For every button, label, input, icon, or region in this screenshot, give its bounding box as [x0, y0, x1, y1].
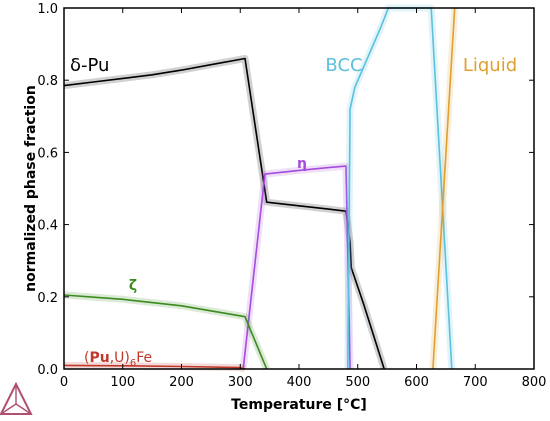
y-tick-label: 0.6	[37, 146, 58, 161]
logo-spoke	[15, 403, 32, 415]
x-tick-label: 500	[345, 375, 370, 390]
x-tick-label: 800	[522, 375, 547, 390]
x-axis-title: Temperature [°C]	[231, 397, 367, 413]
series-label-part: ,U)	[110, 350, 130, 366]
series-label: δ-Pu	[70, 55, 109, 76]
series-line-series	[63, 294, 268, 370]
y-tick-label: 1.0	[37, 2, 58, 17]
series-label-pu-u-6-fe: (Pu,U)6Fe	[84, 350, 152, 369]
series-label: ζ	[129, 278, 137, 294]
logo-spoke	[0, 403, 17, 415]
series-line-series	[242, 165, 351, 370]
y-tick-label: 0.0	[37, 363, 58, 378]
thermo-calc-logo-icon	[0, 381, 33, 415]
x-tick-label: 400	[287, 375, 312, 390]
series-line-liquid	[432, 7, 456, 370]
ticks-layer: 0 100 200 300 400 500 600 700 800 0.0 0.2 0.4 0.6 0.8…	[37, 2, 546, 390]
series-label-part: 6	[130, 358, 136, 369]
y-tick-label: 0.8	[37, 74, 58, 89]
x-tick-label: 300	[228, 375, 253, 390]
x-tick-label: 100	[110, 375, 135, 390]
series-labels-layer: δ-Pu η ζ BCC Liquid (Pu,U)6Fe	[70, 55, 517, 369]
y-tick-label: 0.4	[37, 219, 58, 234]
series-layer	[63, 4, 459, 373]
series-label-part: Fe	[136, 350, 152, 366]
series-line-pu	[63, 57, 385, 370]
x-tick-label: 700	[463, 375, 488, 390]
x-tick-label: 600	[404, 375, 429, 390]
series-label: η	[297, 156, 307, 172]
x-tick-label: 200	[169, 375, 194, 390]
series-label: BCC	[325, 55, 362, 76]
logo-outer-triangle	[0, 381, 33, 415]
series-label-part: (	[84, 350, 89, 366]
y-tick-label: 0.2	[37, 291, 58, 306]
x-tick-label: 0	[60, 375, 68, 390]
y-axis-title: normalized phase fraction	[23, 85, 39, 292]
series-label: Liquid	[463, 55, 517, 76]
series-label-part: Pu	[89, 350, 109, 366]
